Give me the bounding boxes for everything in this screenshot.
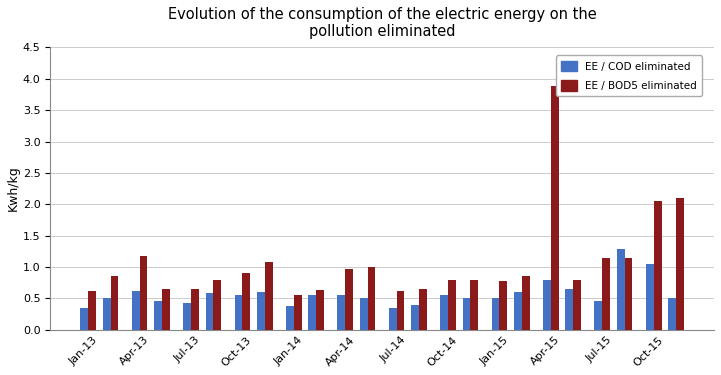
Bar	[565, 289, 573, 330]
Bar	[317, 290, 324, 330]
Bar	[389, 308, 397, 330]
Bar	[602, 258, 610, 330]
Bar	[676, 198, 684, 330]
Bar	[286, 306, 294, 330]
Bar	[441, 295, 448, 330]
Bar	[345, 269, 353, 330]
Bar	[257, 292, 265, 330]
Bar	[110, 276, 118, 330]
Bar	[242, 273, 250, 330]
Bar	[624, 258, 632, 330]
Bar	[360, 298, 368, 330]
Bar	[654, 201, 662, 330]
Bar	[140, 256, 147, 330]
Bar	[162, 289, 169, 330]
Bar	[368, 267, 376, 330]
Bar	[646, 264, 654, 330]
Bar	[419, 289, 427, 330]
Bar	[500, 281, 508, 330]
Bar	[595, 302, 602, 330]
Bar	[154, 302, 162, 330]
Bar	[397, 291, 404, 330]
Bar	[80, 308, 88, 330]
Bar	[514, 292, 522, 330]
Bar	[294, 295, 301, 330]
Bar	[309, 295, 317, 330]
Bar	[448, 279, 456, 330]
Bar	[265, 262, 273, 330]
Legend: EE / COD eliminated, EE / BOD5 eliminated: EE / COD eliminated, EE / BOD5 eliminate…	[556, 56, 702, 96]
Bar	[213, 279, 221, 330]
Bar	[337, 295, 345, 330]
Bar	[492, 298, 500, 330]
Bar	[617, 249, 624, 330]
Bar	[543, 279, 551, 330]
Bar	[668, 298, 676, 330]
Bar	[102, 298, 110, 330]
Bar	[411, 304, 419, 330]
Bar	[191, 289, 199, 330]
Bar	[522, 276, 530, 330]
Bar	[573, 279, 581, 330]
Title: Evolution of the consumption of the electric energy on the
pollution eliminated: Evolution of the consumption of the elec…	[168, 7, 596, 39]
Bar	[205, 293, 213, 330]
Bar	[551, 86, 559, 330]
Y-axis label: Kwh/kg: Kwh/kg	[7, 166, 20, 211]
Bar	[234, 295, 242, 330]
Bar	[463, 298, 470, 330]
Bar	[88, 291, 96, 330]
Bar	[470, 279, 478, 330]
Bar	[183, 303, 191, 330]
Bar	[132, 291, 140, 330]
